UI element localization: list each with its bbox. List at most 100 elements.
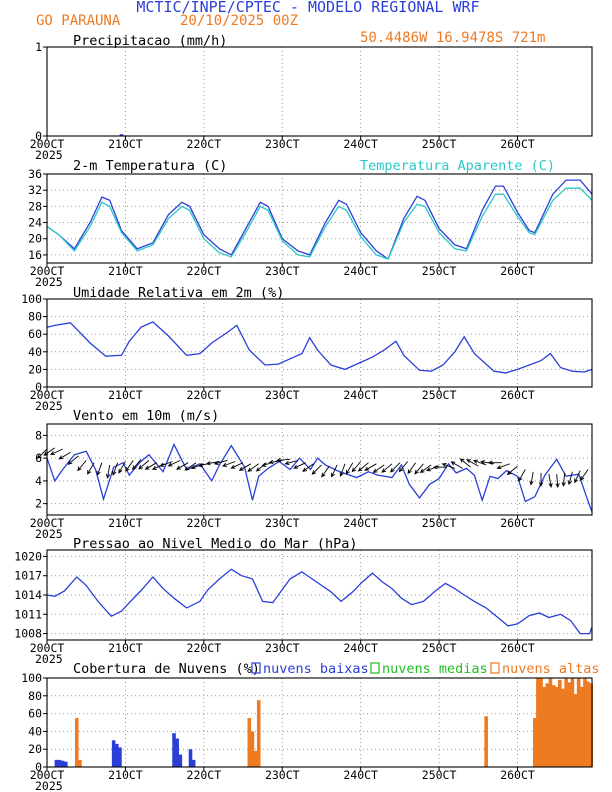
- wind-vector-arrow: [398, 461, 409, 473]
- wind-vector-arrow: [302, 463, 314, 472]
- cloud-bar-nuvens-altas: [484, 716, 488, 767]
- wind-vector-arrow: [339, 463, 346, 477]
- legend-swatch-altas: [490, 662, 500, 674]
- wind-vector-arrow: [184, 462, 197, 471]
- cloud-bar-nuvens-altas: [536, 678, 540, 767]
- wind-vector-arrow: [247, 463, 259, 472]
- cloud-bar-nuvens-altas: [551, 685, 556, 767]
- wind-vector-arrow: [487, 460, 502, 465]
- wind-vector-arrow: [441, 463, 455, 469]
- cloud-bar-nuvens-altas: [256, 700, 261, 767]
- humidity-ytick-label: 0: [35, 380, 42, 394]
- wind-xtick-label: 210CT: [108, 516, 143, 530]
- wind-xyear-label: 2025: [35, 527, 63, 541]
- wind-panel: 200CT 210CT 220CT 230CT 240CT 250CT 260CT 2025 2…: [30, 423, 593, 541]
- humidity-frame: [46, 298, 593, 388]
- cloud-xtick-label: 210CT: [108, 768, 143, 782]
- cloud-panel: 200CT 210CT 220CT 230CT 240CT 250CT 260CT 2025 0…: [21, 671, 594, 792]
- cloud-ytick-label: 0: [35, 760, 42, 774]
- wind-vector-arrow: [125, 460, 134, 472]
- precip-frame: [46, 46, 593, 137]
- cloud-bar-nuvens-altas: [567, 682, 572, 767]
- wind-vector-arrow: [87, 462, 95, 475]
- temp-ytick-label: 28: [28, 199, 42, 213]
- temp-panel: 200CT 210CT 220CT 230CT 240CT 250CT 260CT 2025 1…: [28, 167, 593, 289]
- humidity-xtick-label: 210CT: [108, 388, 143, 402]
- wind-vector-arrow: [407, 462, 416, 475]
- wind-xtick-label: 240CT: [343, 516, 378, 530]
- cloud-bar-nuvens-baixas: [64, 761, 68, 767]
- cloud-bar-nuvens-altas: [250, 731, 255, 767]
- legend-label-medias: nuvens medias: [382, 661, 488, 677]
- wind-vector-arrow: [132, 459, 142, 470]
- wind-vector-arrow: [176, 462, 189, 470]
- temp-ytick-label: 16: [28, 248, 42, 262]
- temp-xyear-label: 2025: [35, 275, 63, 289]
- cloud-bar-nuvens-altas: [74, 718, 79, 767]
- temp-ytick-label: 36: [28, 167, 42, 181]
- cloud-bar-nuvens-altas: [561, 688, 565, 767]
- cloud-bar-nuvens-baixas: [188, 749, 193, 767]
- cloud-bar-nuvens-altas: [576, 678, 581, 767]
- humidity-ytick-label: 40: [28, 345, 42, 359]
- precip-xtick-label: 210CT: [108, 137, 143, 151]
- humidity-xtick-label: 240CT: [343, 388, 378, 402]
- humidity-ytick-label: 100: [21, 292, 42, 306]
- cloud-bar-nuvens-altas: [253, 750, 258, 767]
- cloud-bar-nuvens-baixas: [111, 740, 116, 767]
- wind-vector-arrow: [268, 459, 283, 465]
- wind-vector-arrow: [574, 470, 581, 484]
- wind-vector-arrow: [372, 464, 385, 473]
- cloud-bar-nuvens-baixas: [60, 760, 65, 767]
- cloud-bar-nuvens-altas: [586, 681, 590, 767]
- cloud-bar-nuvens-baixas: [175, 738, 179, 767]
- wind-xtick-label: 250CT: [422, 516, 457, 530]
- wind-vector-arrow: [284, 459, 299, 465]
- humidity-panel: 200CT 210CT 220CT 230CT 240CT 250CT 260CT 2025 0…: [21, 292, 593, 413]
- pressure-line-pressao: [46, 568, 593, 635]
- cloud-bar-nuvens-baixas: [191, 759, 196, 767]
- precip-bar-precipitacao: [119, 134, 124, 136]
- wind-vector-arrow: [538, 472, 544, 487]
- wind-vector-arrow: [159, 461, 173, 467]
- cloud-bar-nuvens-altas: [247, 718, 252, 767]
- wind-xtick-label: 260CT: [500, 516, 535, 530]
- cloud-ytick-label: 40: [28, 724, 42, 738]
- precip-xtick-label: 240CT: [343, 137, 378, 151]
- cloud-bar-nuvens-baixas: [178, 754, 183, 767]
- cloud-bar-nuvens-altas: [548, 678, 553, 767]
- wind-line-vento-em-10m: [46, 442, 593, 512]
- legend-label-baixas: nuvens baixas: [263, 661, 369, 677]
- cloud-bar-nuvens-altas: [539, 678, 543, 767]
- precip-xtick-label: 250CT: [422, 137, 457, 151]
- precip-xtick-label: 230CT: [265, 137, 300, 151]
- temp-legend-aparente: Temperatura Aparente (C): [360, 158, 555, 174]
- precip-xtick-label: 220CT: [187, 137, 222, 151]
- wind-vector-arrow: [118, 461, 126, 474]
- pressure-ytick-label: 1020: [14, 549, 42, 563]
- temp-xtick-label: 260CT: [500, 264, 535, 278]
- wind-vector-arrow: [331, 464, 338, 478]
- wind-vector-arrow: [345, 462, 354, 475]
- cloud-bar-nuvens-baixas: [114, 743, 119, 767]
- wind-vector-arrow: [167, 459, 181, 467]
- wind-vector-arrow: [321, 465, 330, 478]
- wind-vector-arrow: [96, 462, 103, 476]
- cloud-bar-nuvens-altas: [532, 718, 537, 767]
- wind-vector-arrow: [357, 462, 369, 472]
- humidity-ytick-label: 20: [28, 362, 42, 376]
- cloud-xtick-label: 240CT: [343, 768, 378, 782]
- pressure-xtick-label: 260CT: [500, 641, 535, 655]
- temp-frame: [46, 173, 593, 264]
- cloud-ytick-label: 100: [21, 671, 42, 685]
- temp-xtick-label: 200CT: [30, 264, 65, 278]
- cloud-bar-nuvens-baixas: [118, 747, 122, 767]
- pressure-frame: [46, 549, 593, 641]
- precip-xtick-label: 200CT: [30, 137, 65, 151]
- header-title: MCTIC/INPE/CPTEC - MODELO REGIONAL WRF: [136, 0, 479, 16]
- wind-vector-arrow: [419, 464, 432, 473]
- precip-title: Precipitacao (mm/h): [73, 33, 227, 49]
- header-location: GO PARAUNA: [36, 13, 121, 29]
- wind-ytick-label: 8: [35, 428, 42, 442]
- wind-vector-arrow: [49, 448, 63, 456]
